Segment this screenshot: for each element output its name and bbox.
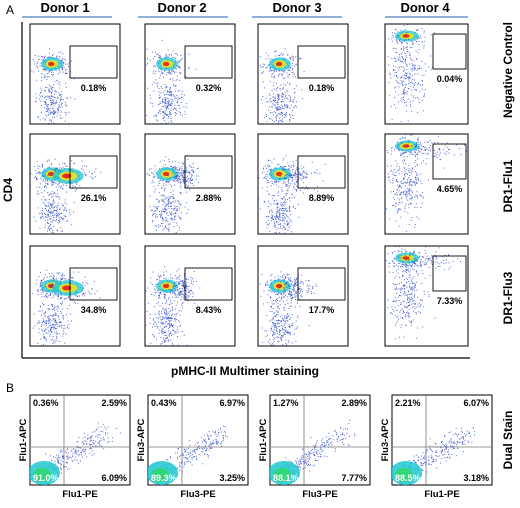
gate-box: [432, 33, 467, 70]
gate-percentage: 26.1%: [81, 193, 107, 203]
flow-plot-donor4-dr1-flu3: 7.33%: [384, 245, 469, 347]
quadrant-upper-left: 2.21%: [395, 398, 421, 408]
dual-x-axis-label: Flu3-PE: [180, 489, 215, 500]
quadrant-lower-left: 88.1%: [273, 473, 299, 483]
quadrant-lower-left: 91.0%: [33, 473, 59, 483]
gate-box: [432, 143, 467, 180]
gate-percentage: 8.43%: [196, 305, 222, 315]
flow-plot-donor3-negative-control: 0.18%: [257, 23, 349, 125]
dual-x-axis-label: Flu3-PE: [302, 489, 337, 500]
flow-plot-donor3-dr1-flu3: 17.7%: [257, 245, 349, 347]
gate-percentage: 7.33%: [437, 296, 463, 306]
gate-percentage: 2.88%: [196, 193, 222, 203]
row-label-dr1-flu1: DR1-Flu1: [501, 159, 515, 212]
gate-percentage: 8.89%: [309, 193, 335, 203]
y-axis-label-cd4: CD4: [1, 178, 15, 202]
gate-percentage: 17.7%: [309, 305, 335, 315]
quadrant-lower-right: 3.25%: [219, 473, 245, 483]
quadrant-upper-left: 0.36%: [33, 398, 59, 408]
gate-box: [432, 255, 467, 292]
flow-plot-donor4-negative-control: 0.04%: [384, 23, 469, 125]
dual-stain-plot-1: 0.36% 2.59% 91.0% 6.09% Flu1-APC Flu1-PE: [18, 394, 131, 500]
gate-box: [297, 267, 346, 301]
dual-y-axis-label: Flu1-APC: [18, 418, 29, 461]
row-label-dual-stain: Dual Stain: [501, 411, 515, 470]
gate-percentage: 0.32%: [196, 83, 222, 93]
panel-a-plots: 0.18% 0.32% 0.18% 0.04% 26.1% 2.88% 8.89% 4.65%…: [29, 23, 469, 347]
quadrant-upper-left: 1.27%: [273, 398, 299, 408]
x-axis-label-pmhc: pMHC-II Multimer staining: [171, 364, 319, 378]
dual-x-axis-label: Flu1-PE: [424, 489, 459, 500]
flow-plot-donor2-negative-control: 0.32%: [144, 23, 236, 125]
donor-1-header: Donor 1: [40, 0, 89, 15]
row-label-dr1-flu3: DR1-Flu3: [501, 271, 515, 324]
donor-4-header: Donor 4: [400, 0, 450, 15]
flow-plot-donor2-dr1-flu3: 8.43%: [144, 245, 236, 347]
dual-x-axis-label: Flu1-PE: [62, 489, 97, 500]
quadrant-upper-right: 2.89%: [341, 398, 367, 408]
quadrant-lower-right: 7.77%: [341, 473, 367, 483]
donor-3-header: Donor 3: [272, 0, 321, 15]
flow-plot-donor1-negative-control: 0.18%: [29, 23, 121, 125]
quadrant-lower-left: 88.5%: [395, 473, 421, 483]
dual-y-axis-label: Flu3-APC: [136, 418, 147, 461]
gate-box: [297, 45, 346, 79]
gate-percentage: 0.18%: [81, 83, 107, 93]
gate-percentage: 34.8%: [81, 305, 107, 315]
dual-y-axis-label: Flu1-APC: [258, 418, 269, 461]
flow-plot-donor4-dr1-flu1: 4.65%: [384, 133, 469, 235]
quadrant-upper-right: 6.97%: [219, 398, 245, 408]
row-label-negative-control: Negative Control: [501, 22, 515, 118]
quadrant-lower-right: 3.18%: [463, 473, 489, 483]
panel-b-letter: B: [6, 381, 14, 395]
quadrant-lower-right: 6.09%: [101, 473, 127, 483]
flow-plot-donor3-dr1-flu1: 8.89%: [257, 133, 349, 235]
gate-percentage: 0.18%: [309, 83, 335, 93]
panel-b-plots: 0.36% 2.59% 91.0% 6.09% Flu1-APC Flu1-PE 0.43%…: [18, 394, 493, 500]
gate-box: [184, 45, 233, 79]
quadrant-upper-right: 6.07%: [463, 398, 489, 408]
gate-box: [297, 155, 346, 189]
flow-plot-donor2-dr1-flu1: 2.88%: [144, 133, 236, 235]
gate-box: [184, 155, 233, 189]
dual-stain-plot-4: 2.21% 6.07% 88.5% 3.18% Flu3-APC Flu1-PE: [380, 394, 493, 500]
flow-plot-donor1-dr1-flu3: 34.8%: [29, 245, 121, 347]
gate-box: [184, 267, 233, 301]
gate-percentage: 4.65%: [437, 184, 463, 194]
quadrant-lower-left: 89.3%: [151, 473, 177, 483]
gate-box: [69, 155, 118, 189]
dual-stain-plot-3: 1.27% 2.89% 88.1% 7.77% Flu1-APC Flu3-PE: [258, 394, 371, 500]
donor-headers: Donor 1 Donor 2 Donor 3 Donor 4: [22, 0, 468, 18]
panel-a-letter: A: [6, 3, 14, 17]
gate-box: [69, 267, 118, 301]
gate-box: [69, 45, 118, 79]
quadrant-upper-right: 2.59%: [101, 398, 127, 408]
donor-2-header: Donor 2: [157, 0, 206, 15]
quadrant-upper-left: 0.43%: [151, 398, 177, 408]
dual-y-axis-label: Flu3-APC: [380, 418, 391, 461]
dual-stain-plot-2: 0.43% 6.97% 89.3% 3.25% Flu3-APC Flu3-PE: [136, 394, 249, 500]
gate-percentage: 0.04%: [437, 74, 463, 84]
flow-plot-donor1-dr1-flu1: 26.1%: [29, 133, 121, 235]
